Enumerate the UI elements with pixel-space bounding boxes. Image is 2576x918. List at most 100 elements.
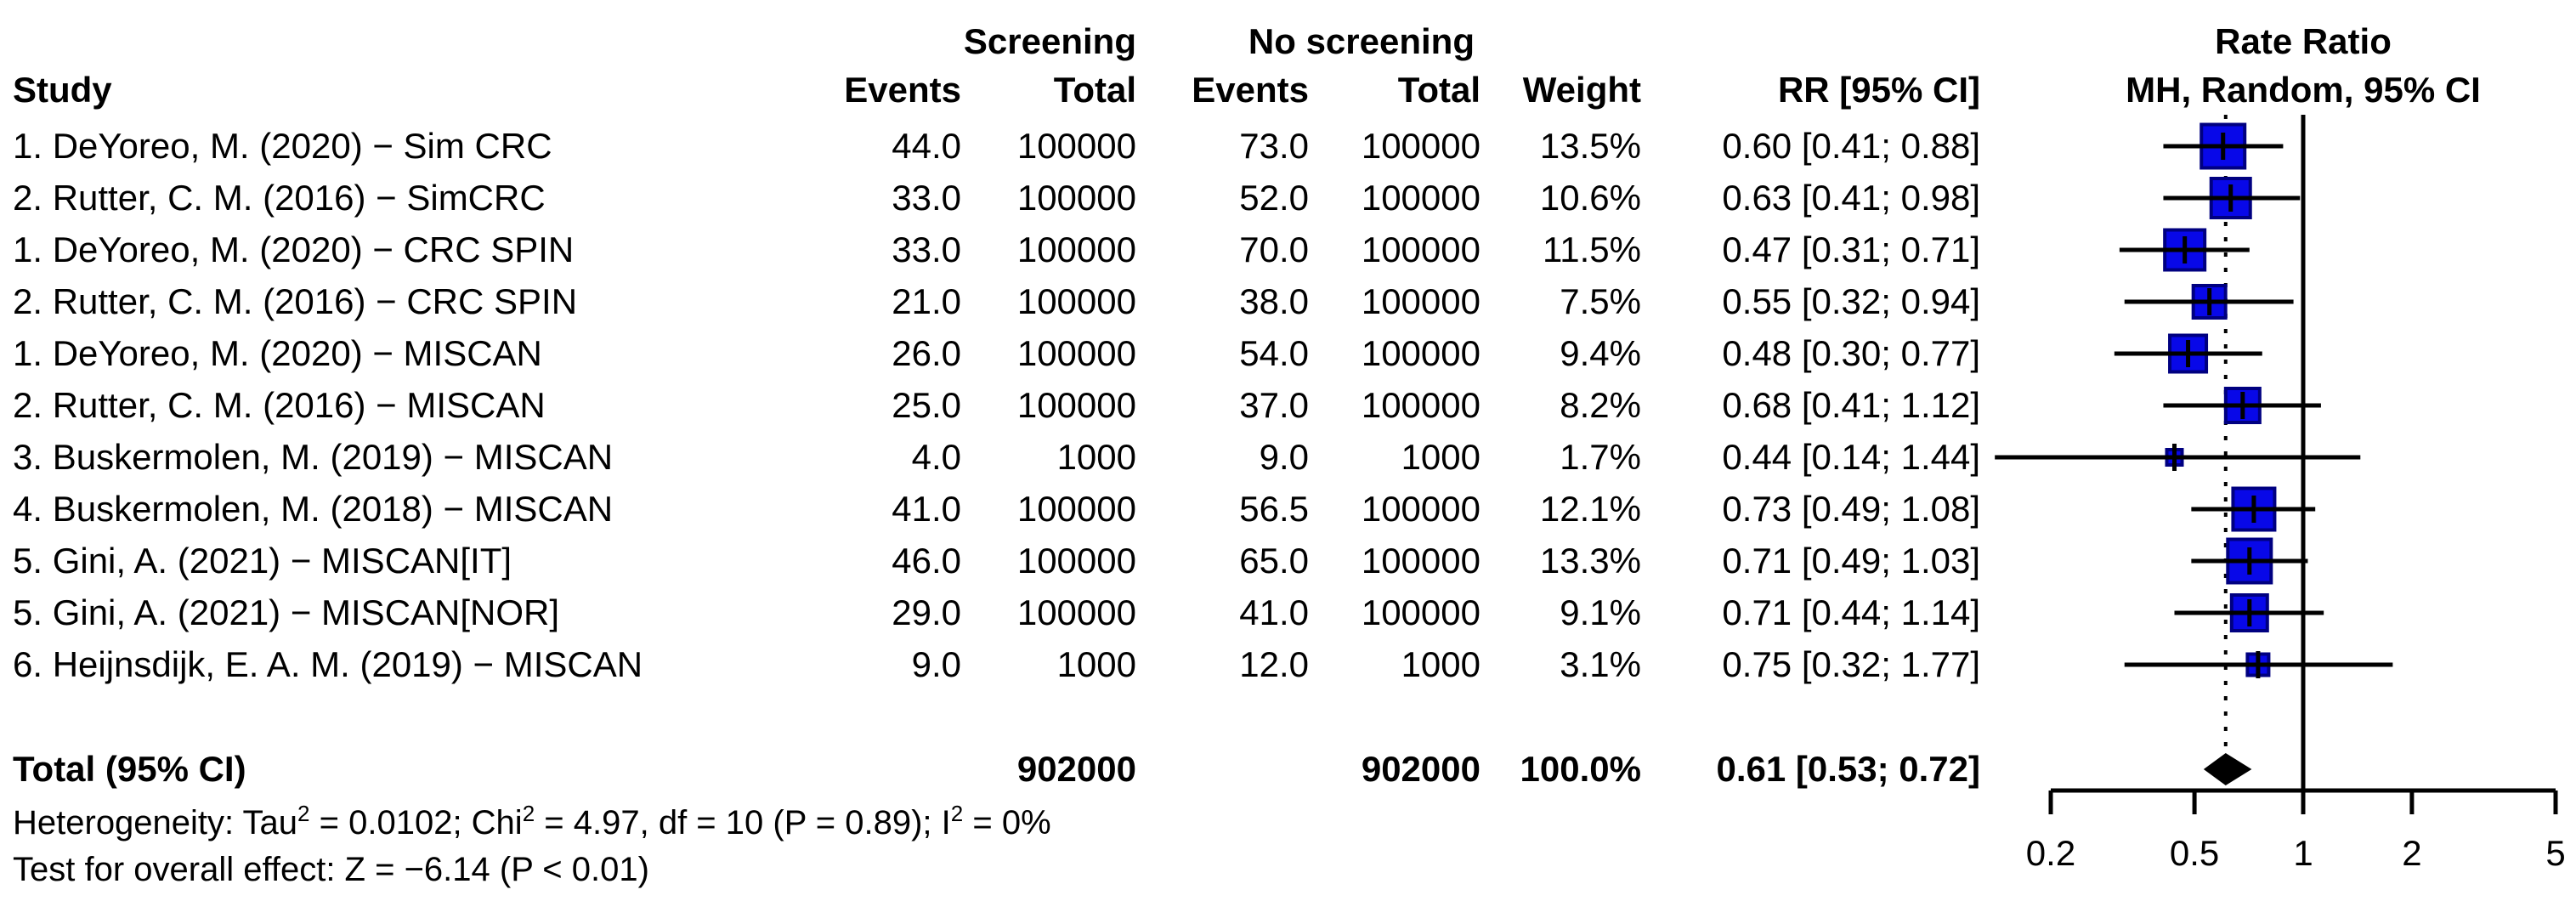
x-axis-tick-label: 0.2 xyxy=(2026,833,2075,873)
study-weight-label: 9.1% xyxy=(1560,592,1641,632)
study-screening-total: 1000 xyxy=(1056,437,1136,477)
study-no-screening-total: 100000 xyxy=(1361,178,1480,218)
col-header-no-screening-events: Events xyxy=(1192,70,1309,110)
study-no-screening-total: 100000 xyxy=(1361,592,1480,632)
superscript-2: 2 xyxy=(297,801,310,826)
study-rr-ci: 0.63 [0.41; 0.98] xyxy=(1722,178,1980,218)
study-label: 2. Rutter, C. M. (2016) − MISCAN xyxy=(13,385,546,425)
col-header-rr-ci: RR [95% CI] xyxy=(1777,70,1980,110)
study-rr-ci: 0.71 [0.44; 1.14] xyxy=(1722,592,1980,632)
study-no-screening-events: 52.0 xyxy=(1239,178,1309,218)
col-header-weight: Weight xyxy=(1522,70,1641,110)
study-screening-events: 33.0 xyxy=(892,230,961,269)
study-screening-events: 44.0 xyxy=(892,126,961,166)
col-group-screening: Screening xyxy=(963,21,1136,61)
superscript-2: 2 xyxy=(950,801,964,826)
study-label: 2. Rutter, C. M. (2016) − SimCRC xyxy=(13,178,546,218)
study-screening-events: 46.0 xyxy=(892,541,961,581)
study-no-screening-events: 56.5 xyxy=(1239,489,1309,529)
study-screening-total: 100000 xyxy=(1016,541,1136,581)
total-label: Total (95% CI) xyxy=(13,749,246,789)
study-label: 6. Heijnsdijk, E. A. M. (2019) − MISCAN xyxy=(13,644,643,684)
study-screening-total: 100000 xyxy=(1016,333,1136,373)
superscript-2: 2 xyxy=(522,801,535,826)
heterogeneity-text: = 0% xyxy=(963,804,1051,842)
study-rr-ci: 0.75 [0.32; 1.77] xyxy=(1722,644,1980,684)
study-screening-total: 100000 xyxy=(1016,281,1136,321)
study-screening-total: 100000 xyxy=(1016,592,1136,632)
study-no-screening-total: 1000 xyxy=(1401,437,1480,477)
study-weight-label: 13.3% xyxy=(1539,541,1641,581)
study-screening-total: 100000 xyxy=(1016,230,1136,269)
study-weight-label: 8.2% xyxy=(1560,385,1641,425)
study-no-screening-total: 100000 xyxy=(1361,281,1480,321)
study-no-screening-total: 100000 xyxy=(1361,126,1480,166)
study-no-screening-events: 37.0 xyxy=(1239,385,1309,425)
study-no-screening-events: 70.0 xyxy=(1239,230,1309,269)
study-screening-total: 100000 xyxy=(1016,385,1136,425)
study-weight-label: 3.1% xyxy=(1560,644,1641,684)
study-label: 2. Rutter, C. M. (2016) − CRC SPIN xyxy=(13,281,578,321)
x-axis-tick-label: 0.5 xyxy=(2170,833,2219,873)
col-group-no-screening: No screening xyxy=(1248,21,1475,61)
pooled-diamond xyxy=(2203,753,2252,785)
study-no-screening-total: 100000 xyxy=(1361,385,1480,425)
study-screening-total: 100000 xyxy=(1016,489,1136,529)
study-no-screening-events: 38.0 xyxy=(1239,281,1309,321)
study-rr-ci: 0.47 [0.31; 0.71] xyxy=(1722,230,1980,269)
study-weight-label: 11.5% xyxy=(1543,230,1641,269)
study-label: 3. Buskermolen, M. (2019) − MISCAN xyxy=(13,437,614,477)
total-weight: 100.0% xyxy=(1520,749,1641,789)
study-weight-label: 10.6% xyxy=(1539,178,1641,218)
x-axis-tick-label: 2 xyxy=(2402,833,2421,873)
study-rr-ci: 0.73 [0.49; 1.08] xyxy=(1722,489,1980,529)
study-screening-total: 100000 xyxy=(1016,126,1136,166)
col-header-screening-events: Events xyxy=(844,70,961,110)
study-screening-events: 25.0 xyxy=(892,385,961,425)
heterogeneity-text: = 0.0102; Chi xyxy=(309,804,523,842)
study-screening-events: 33.0 xyxy=(892,178,961,218)
study-no-screening-events: 41.0 xyxy=(1239,592,1309,632)
study-weight-label: 9.4% xyxy=(1560,333,1641,373)
study-screening-events: 21.0 xyxy=(892,281,961,321)
study-screening-events: 29.0 xyxy=(892,592,961,632)
study-label: 4. Buskermolen, M. (2018) − MISCAN xyxy=(13,489,614,529)
x-axis-tick-label: 1 xyxy=(2293,833,2313,873)
study-no-screening-events: 73.0 xyxy=(1239,126,1309,166)
study-label: 1. DeYoreo, M. (2020) − Sim CRC xyxy=(13,126,552,166)
study-label: 5. Gini, A. (2021) − MISCAN[IT] xyxy=(13,541,512,581)
study-weight-label: 13.5% xyxy=(1539,126,1641,166)
x-axis-tick-label: 5 xyxy=(2545,833,2565,873)
study-rr-ci: 0.60 [0.41; 0.88] xyxy=(1722,126,1980,166)
study-rr-ci: 0.71 [0.49; 1.03] xyxy=(1722,541,1980,581)
study-screening-events: 9.0 xyxy=(911,644,961,684)
study-screening-total: 100000 xyxy=(1016,178,1136,218)
total-no-screening-total: 902000 xyxy=(1361,749,1480,789)
study-no-screening-total: 100000 xyxy=(1361,230,1480,269)
col-header-screening-total: Total xyxy=(1053,70,1136,110)
study-label: 1. DeYoreo, M. (2020) − MISCAN xyxy=(13,333,542,373)
plot-header-rate-ratio: Rate Ratio xyxy=(2215,21,2392,61)
study-no-screening-total: 1000 xyxy=(1401,644,1480,684)
study-rr-ci: 0.48 [0.30; 0.77] xyxy=(1722,333,1980,373)
study-screening-events: 4.0 xyxy=(911,437,961,477)
study-no-screening-total: 100000 xyxy=(1361,541,1480,581)
total-screening-total: 902000 xyxy=(1016,749,1136,789)
study-rr-ci: 0.55 [0.32; 0.94] xyxy=(1722,281,1980,321)
heterogeneity-text: = 4.97, df = 10 (P = 0.89); I xyxy=(535,804,951,842)
study-rr-ci: 0.44 [0.14; 1.44] xyxy=(1722,437,1980,477)
col-header-no-screening-total: Total xyxy=(1397,70,1480,110)
overall-effect-note: Test for overall effect: Z = −6.14 (P < … xyxy=(13,851,649,888)
study-weight-label: 1.7% xyxy=(1560,437,1641,477)
study-no-screening-total: 100000 xyxy=(1361,489,1480,529)
study-weight-label: 7.5% xyxy=(1560,281,1641,321)
study-label: 5. Gini, A. (2021) − MISCAN[NOR] xyxy=(13,592,560,632)
col-header-study: Study xyxy=(13,70,112,110)
study-screening-total: 1000 xyxy=(1056,644,1136,684)
study-screening-events: 26.0 xyxy=(892,333,961,373)
heterogeneity-text: Heterogeneity: Tau xyxy=(13,804,298,842)
study-screening-events: 41.0 xyxy=(892,489,961,529)
total-rr-ci: 0.61 [0.53; 0.72] xyxy=(1716,749,1980,789)
